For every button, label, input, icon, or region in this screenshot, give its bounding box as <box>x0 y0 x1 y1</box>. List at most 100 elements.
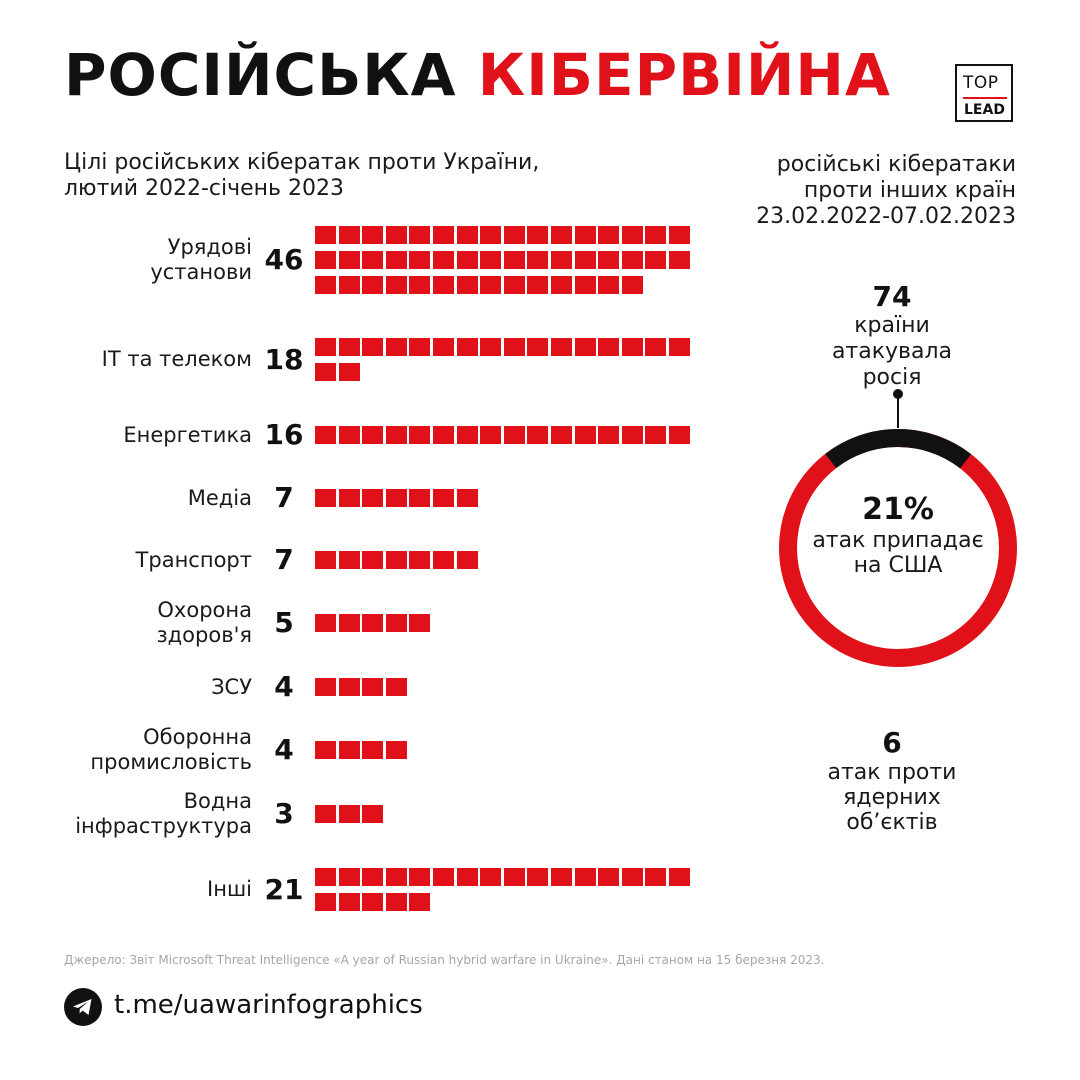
waffle-square <box>409 251 431 269</box>
usa-share-caption: атак припадає на США <box>800 528 996 578</box>
category-value: 4 <box>274 670 294 703</box>
countries-caption-line-2: атакувала <box>831 339 953 364</box>
waffle-square <box>503 226 525 244</box>
waffle-square <box>480 276 502 294</box>
waffle-square <box>362 678 384 696</box>
waffle-square <box>409 893 431 911</box>
waffle-square <box>409 276 431 294</box>
waffle-square <box>338 363 360 381</box>
category-label-line: Оборонна <box>143 725 252 749</box>
waffle-square <box>385 251 407 269</box>
waffle-square <box>433 338 454 356</box>
logo-divider <box>963 97 1007 99</box>
countries-caption-line-1: країни <box>854 313 930 338</box>
waffle-square <box>338 614 360 632</box>
waffle-square <box>385 551 407 569</box>
waffle-square <box>574 226 596 244</box>
waffle-square <box>385 678 407 696</box>
waffle-square <box>621 338 643 356</box>
waffle-square <box>574 868 596 886</box>
waffle-square <box>315 741 336 759</box>
category-label-line: ІТ та телеком <box>101 347 252 371</box>
waffle-square <box>315 551 336 569</box>
waffle-square <box>598 426 620 444</box>
category-label: Урядові установи <box>12 235 252 285</box>
waffle-square <box>338 426 360 444</box>
waffle-square <box>385 614 407 632</box>
usa-share-value: 21% <box>862 492 934 527</box>
nuclear-caption-line-2: ядерних <box>843 785 941 810</box>
category-value: 46 <box>264 243 304 276</box>
waffle-square <box>574 276 596 294</box>
waffle-square <box>433 276 454 294</box>
category-label-line: Урядові <box>167 235 252 259</box>
waffle-square <box>409 226 431 244</box>
waffle-square <box>598 338 620 356</box>
waffle-square <box>362 338 384 356</box>
waffle-square <box>480 426 502 444</box>
waffle-square <box>551 426 572 444</box>
category-label: ІТ та телеком <box>12 347 252 372</box>
category-value: 4 <box>274 733 294 766</box>
waffle-square <box>574 426 596 444</box>
waffle-square <box>409 551 431 569</box>
telegram-icon[interactable] <box>64 988 102 1026</box>
waffle-square <box>669 251 690 269</box>
category-value: 18 <box>264 342 304 376</box>
waffle-square <box>338 678 360 696</box>
countries-caption: країни атакувала росія <box>800 313 984 391</box>
waffle-square <box>598 251 620 269</box>
waffle-square <box>598 276 620 294</box>
category-label-line: Транспорт <box>135 547 252 572</box>
waffle-square <box>362 868 384 886</box>
usa-share-ring <box>779 389 1017 667</box>
waffle-square <box>409 338 431 356</box>
waffle-square <box>315 426 336 444</box>
waffle-square <box>362 226 384 244</box>
category-label: Транспорт <box>12 548 252 573</box>
waffle-square <box>456 551 478 569</box>
ring-pointer-dot <box>893 389 903 399</box>
waffle-square <box>385 489 407 507</box>
waffle-square <box>315 805 336 823</box>
waffle-square <box>433 489 454 507</box>
side-subtitle-line-1: російські кібератаки <box>776 152 1016 177</box>
waffle-square <box>503 251 525 269</box>
countries-caption-line-3: росія <box>862 365 922 390</box>
waffle-square <box>362 893 384 911</box>
waffle-square <box>315 614 336 632</box>
waffle-square <box>362 614 384 632</box>
waffle-square <box>621 868 643 886</box>
waffle-square <box>621 226 643 244</box>
usa-share-caption-line-2: на США <box>853 553 943 578</box>
waffle-square <box>338 251 360 269</box>
waffle-square <box>645 226 667 244</box>
waffle-square <box>645 251 667 269</box>
waffle-square <box>315 276 336 294</box>
waffle-square <box>315 251 336 269</box>
waffle-square <box>362 251 384 269</box>
waffle-square <box>480 338 502 356</box>
waffle-square <box>338 489 360 507</box>
telegram-link[interactable]: t.me/uawarinfographics <box>114 990 423 1020</box>
category-label: Охорона здоров'я <box>12 598 253 648</box>
waffle-square <box>362 805 384 823</box>
waffle-square <box>315 226 336 244</box>
waffle-square <box>338 868 360 886</box>
category-label-line: Водна <box>183 789 252 813</box>
chart-subtitle-line-1: Цілі російських кібератак проти України, <box>64 150 540 175</box>
waffle-square <box>527 251 549 269</box>
category-label-line: здоров'я <box>156 623 253 647</box>
waffle-square <box>669 226 690 244</box>
waffle-square <box>669 868 690 886</box>
chart-subtitle: Цілі російських кібератак проти України,… <box>64 150 584 202</box>
category-value: 16 <box>264 418 304 451</box>
category-label-line: Медіа <box>187 485 252 510</box>
waffle-square <box>315 338 336 356</box>
category-label: Водна інфраструктура <box>12 789 252 839</box>
waffle-square <box>362 489 384 507</box>
waffle-square <box>385 276 407 294</box>
waffle-square <box>503 868 525 886</box>
countries-count: 74 <box>872 280 912 313</box>
waffle-square <box>456 276 478 294</box>
